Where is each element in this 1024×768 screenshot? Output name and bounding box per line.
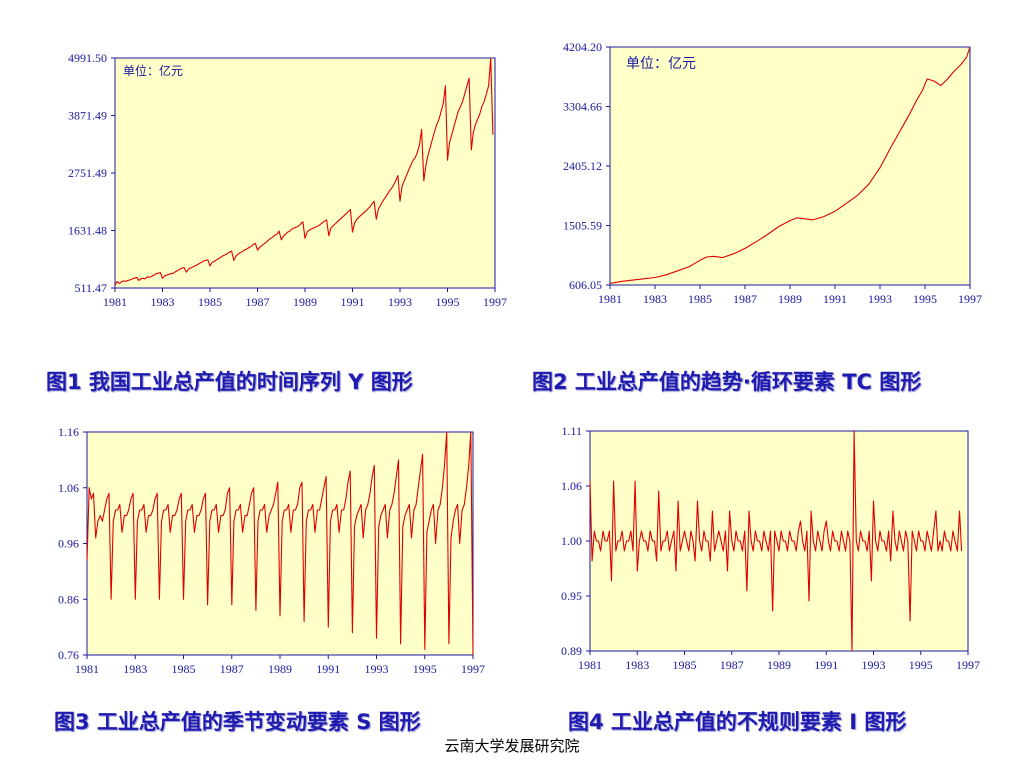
x-tick-label: 1989 [268, 662, 292, 676]
caption-fig4: 图4 工业总产值的不规则要素 I 图形 [568, 710, 907, 734]
series-line-fig1-0 [114, 57, 494, 286]
y-tick-label: 4991.50 [68, 51, 107, 65]
chart-panel-fig3: 1.16 1.06 0.96 0.86 0.76 1981 1983 1985 1987 1989… [40, 420, 520, 695]
x-tick-label: 1993 [862, 658, 886, 672]
x-tick-label: 1981 [103, 295, 127, 309]
series-line-fig2-0 [609, 46, 971, 284]
plot-area-fig4 [589, 430, 969, 652]
x-tick-label: 1991 [341, 295, 365, 309]
x-tick-label: 1987 [220, 662, 244, 676]
x-tick-label: 1987 [246, 295, 270, 309]
y-tick-label: 0.86 [58, 592, 79, 606]
y-tick-label: 1505.59 [563, 219, 602, 233]
y-tick-label: 511.47 [74, 281, 107, 295]
y-tick-label: 0.89 [561, 644, 582, 658]
y-tick-label: 1.00 [561, 534, 582, 548]
footer-institution: 云南大学发展研究院 [444, 737, 580, 755]
x-tick-label: 1991 [316, 662, 340, 676]
unit-label: 单位：亿元 [123, 63, 183, 78]
x-tick-label: 1985 [172, 662, 196, 676]
x-tick-label: 1987 [733, 292, 757, 306]
x-tick-label: 1983 [123, 662, 147, 676]
x-tick-label: 1983 [151, 295, 175, 309]
x-tick-label: 1991 [814, 658, 838, 672]
x-tick-label: 1987 [720, 658, 744, 672]
chart-panel-fig2: 4204.20 3304.66 2405.12 1505.59 606.05 1981 19… [540, 35, 1000, 325]
y-tick-label: 1631.48 [68, 224, 107, 238]
x-tick-label: 1995 [436, 295, 460, 309]
x-tick-label: 1989 [767, 658, 791, 672]
x-tick-label: 1995 [913, 292, 937, 306]
x-tick-label: 1991 [823, 292, 847, 306]
x-tick-label: 1983 [625, 658, 649, 672]
chart-panel-fig4: 1.11 1.06 1.00 0.95 0.89 1981 1983 1985 1987 1989… [540, 420, 1000, 690]
y-tick-label: 1.16 [58, 425, 79, 439]
x-tick-label: 1981 [75, 662, 99, 676]
y-tick-label: 0.95 [561, 589, 582, 603]
plot-area-fig1 [114, 57, 496, 289]
x-tick-label: 1997 [483, 295, 507, 309]
x-tick-label: 1981 [598, 292, 622, 306]
x-tick-label: 1985 [688, 292, 712, 306]
y-tick-label: 1.06 [58, 481, 79, 495]
chart-panel-fig1: 4991.50 3871.49 2751.49 1631.48 511.47 1981 19… [40, 45, 520, 325]
y-tick-label: 1.11 [561, 424, 582, 438]
y-tick-label: 3304.66 [563, 100, 602, 114]
caption-fig3: 图3 工业总产值的季节变动要素 S 图形 [54, 710, 421, 734]
x-tick-label: 1981 [578, 658, 602, 672]
plot-area-fig3 [86, 431, 474, 656]
series-line-fig4-0 [589, 430, 963, 652]
caption-fig1: 图1 我国工业总产值的时间序列 Y 图形 [46, 370, 413, 394]
x-tick-label: 1983 [643, 292, 667, 306]
x-tick-label: 1993 [868, 292, 892, 306]
x-tick-label: 1993 [365, 662, 389, 676]
y-tick-label: 4204.20 [563, 40, 602, 54]
x-tick-label: 1995 [909, 658, 933, 672]
series-line-fig3-0 [86, 431, 474, 656]
y-tick-label: 0.96 [58, 537, 79, 551]
y-tick-label: 2405.12 [563, 159, 602, 173]
y-tick-label: 2751.49 [68, 166, 107, 180]
x-tick-label: 1997 [461, 662, 485, 676]
y-tick-label: 0.76 [58, 648, 79, 662]
plot-area-fig2 [609, 46, 971, 286]
x-tick-label: 1993 [388, 295, 412, 309]
x-tick-label: 1997 [958, 292, 982, 306]
y-tick-label: 606.05 [569, 278, 602, 292]
x-tick-label: 1997 [956, 658, 980, 672]
x-tick-label: 1985 [673, 658, 697, 672]
unit-label: 单位：亿元 [626, 56, 696, 72]
x-tick-label: 1989 [778, 292, 802, 306]
x-tick-label: 1985 [198, 295, 222, 309]
x-tick-label: 1989 [293, 295, 317, 309]
x-tick-label: 1995 [413, 662, 437, 676]
y-tick-label: 3871.49 [68, 109, 107, 123]
y-tick-label: 1.06 [561, 479, 582, 493]
caption-fig2: 图2 工业总产值的趋势·循环要素 TC 图形 [532, 370, 922, 394]
